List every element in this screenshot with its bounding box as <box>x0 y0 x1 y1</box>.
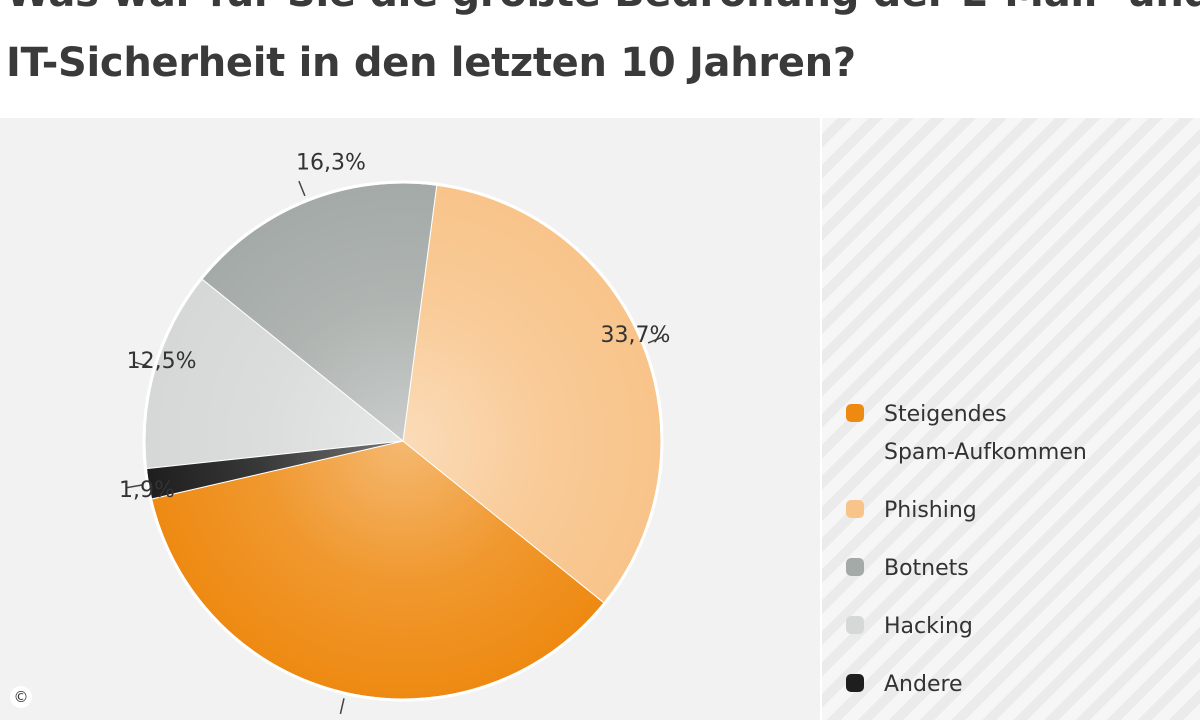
data-label-5: 1,9% <box>119 478 175 503</box>
legend-item-1: Steigendes Spam-Aufkommen <box>846 396 1176 492</box>
legend-label-5: Andere <box>884 666 963 704</box>
legend-swatch-2 <box>846 500 864 518</box>
legend-swatch-3 <box>846 558 864 576</box>
data-label-3: 16,3% <box>296 151 366 176</box>
legend-panel <box>822 118 1200 720</box>
legend-label-line: Steigendes <box>884 402 1007 427</box>
legend: Steigendes Spam-Aufkommen Phishing Botnets H… <box>846 396 1176 724</box>
leader-line-2 <box>647 336 664 344</box>
pie-rim <box>142 180 664 702</box>
legend-label-4: Hacking <box>884 608 973 646</box>
legend-swatch-1 <box>846 404 864 422</box>
legend-label-3: Botnets <box>884 550 969 588</box>
legend-item-2: Phishing <box>846 492 1176 550</box>
legend-swatch-5 <box>846 674 864 692</box>
legend-label-line: Andere <box>884 672 963 697</box>
chart-title-line-1: Was war für Sie die größte Bedrohung der… <box>6 0 1200 16</box>
copyright-icon: © <box>10 686 32 708</box>
data-label-2: 33,7% <box>601 323 671 348</box>
legend-label-line: Spam-Aufkommen <box>884 440 1087 465</box>
leader-line-3 <box>298 180 306 197</box>
chart-title-line-2: IT-Sicherheit in den letzten 10 Jahren? <box>6 40 856 86</box>
legend-label-1: Steigendes Spam-Aufkommen <box>884 396 1087 472</box>
legend-item-3: Botnets <box>846 550 1176 608</box>
data-label-4: 12,5% <box>127 349 197 374</box>
legend-label-line: Phishing <box>884 498 977 523</box>
leader-line-4 <box>134 361 150 368</box>
legend-swatch-4 <box>846 616 864 634</box>
legend-label-line: Botnets <box>884 556 969 581</box>
legend-label-2: Phishing <box>884 492 977 530</box>
legend-item-5: Andere <box>846 666 1176 724</box>
legend-item-4: Hacking <box>846 608 1176 666</box>
legend-label-line: Hacking <box>884 614 973 639</box>
leader-line-1 <box>339 698 345 715</box>
leader-line-5 <box>126 484 143 489</box>
